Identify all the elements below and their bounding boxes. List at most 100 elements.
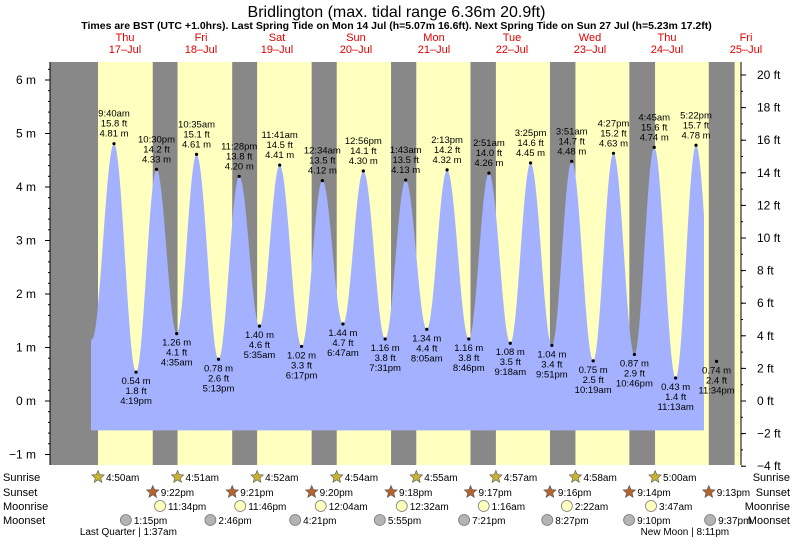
tide-ft-label: 15.7 ft (683, 120, 710, 131)
tide-ft-label: 3.8 ft (458, 353, 479, 364)
tide-point (299, 344, 304, 349)
moon-phase-label: New Moon | 8:11pm (641, 527, 730, 538)
day-label-date: 18–Jul (185, 44, 217, 56)
moonrise-time: 3:47am (659, 502, 692, 513)
sunrise-icon (409, 469, 424, 483)
tide-m-label: 0.75 m (579, 365, 608, 376)
sunset-time: 9:21pm (240, 488, 273, 499)
y-right-tick-label: 2 ft (757, 361, 774, 375)
tide-time-label: 10:30pm (138, 134, 175, 145)
tide-m-label: 1.08 m (496, 347, 525, 358)
tide-point (194, 152, 199, 156)
tide-point (237, 174, 241, 178)
y-right-tick-label: 0 ft (757, 394, 774, 408)
tide-ft-label: 14.2 ft (143, 144, 170, 155)
tide-point (361, 169, 365, 173)
day-label-dow: Mon (423, 32, 444, 44)
day-label-date: 21–Jul (418, 44, 450, 56)
tide-point (694, 143, 698, 147)
tide-m-label: 4.32 m (433, 155, 462, 166)
tide-time-label: 9:18am (494, 367, 526, 378)
sunrise-time: 4:52am (265, 473, 298, 484)
tide-time-label: 6:47am (327, 348, 359, 359)
tide-time-label: 12:34am (304, 146, 341, 157)
y-left-tick-label: 5 m (16, 127, 36, 141)
sunrise-time: 4:50am (106, 473, 139, 484)
tide-point (134, 370, 138, 374)
tide-ft-label: 15.6 ft (641, 122, 668, 133)
day-label-dow: Fri (740, 32, 753, 44)
tide-point (404, 178, 408, 182)
moonset-icon (119, 514, 132, 526)
row-label-left: Sunrise (3, 472, 40, 484)
sunrise-time: 4:57am (504, 473, 537, 484)
tide-ft-label: 15.2 ft (600, 128, 627, 139)
tide-time-label: 7:31pm (369, 363, 401, 374)
tide-time-label: 5:35am (244, 350, 276, 361)
day-labels: Thu17–JulFri18–JulSat19–JulSun20–JulMon2… (109, 32, 762, 56)
day-label-date: 23–Jul (574, 44, 606, 56)
tide-point (714, 359, 719, 364)
tide-time-label: 5:13pm (203, 383, 235, 394)
tide-m-label: 4.13 m (391, 165, 420, 176)
moonrise-icon (234, 500, 247, 512)
sunset-time: 9:16pm (558, 488, 591, 499)
tide-m-label: 4.41 m (265, 150, 294, 161)
sunset-time: 9:18pm (399, 488, 432, 499)
sunset-icon (543, 484, 557, 498)
tide-time-label: 5:22pm (680, 110, 712, 121)
sunrise-icon (488, 469, 503, 483)
moonrise-icon (314, 500, 327, 512)
tide-m-label: 4.63 m (599, 138, 628, 149)
y-left-tick-label: 3 m (16, 234, 36, 248)
tide-point (652, 145, 656, 150)
tide-m-label: 1.26 m (162, 338, 191, 349)
sunset-icon (145, 484, 160, 498)
moonrise-icon (645, 500, 657, 512)
moonset-icon (204, 514, 217, 526)
y-right-tick-label: 4 ft (757, 329, 774, 343)
daylight-band (734, 62, 741, 465)
tide-m-label: 4.30 m (349, 156, 378, 167)
tide-ft-label: 13.5 ft (392, 155, 419, 166)
tide-area (91, 143, 704, 431)
tide-m-label: 1.04 m (537, 349, 566, 360)
moonrise-time: 2:22am (575, 502, 608, 513)
sunrise-time: 5:00am (663, 473, 696, 484)
sunset-time: 9:13pm (717, 488, 750, 499)
sunset-icon (225, 484, 240, 498)
tide-ft-label: 1.8 ft (125, 386, 146, 397)
moonset-time: 1:15pm (134, 516, 167, 527)
day-label-dow: Sun (346, 32, 366, 44)
y-right-tick-label: 12 ft (757, 198, 781, 212)
row-label-right: Sunset (756, 487, 790, 499)
chart-title: Bridlington (max. tidal range 6.36m 20.9… (248, 4, 546, 21)
y-left-tick-label: 1 m (16, 341, 36, 355)
day-label-dow: Fri (195, 32, 208, 44)
y-right-tick-label: −4 ft (757, 459, 781, 473)
tide-time-label: 8:05am (411, 353, 443, 364)
tide-ft-label: 3.3 ft (291, 360, 312, 371)
tide-ft-label: 14.2 ft (434, 145, 461, 156)
moonset-icon (373, 514, 386, 526)
moonset-icon (289, 514, 302, 526)
tide-time-label: 9:40am (98, 109, 130, 120)
tide-time-label: 2:13pm (431, 135, 463, 146)
tide-time-label: 10:46pm (616, 378, 653, 389)
tide-m-label: 0.74 m (702, 365, 731, 376)
sunrise-time: 4:58am (583, 473, 616, 484)
sunrise-icon (91, 469, 105, 483)
tide-m-label: 4.78 m (681, 130, 710, 141)
tide-point (216, 357, 221, 361)
tide-ft-label: 13.5 ft (309, 156, 336, 167)
sun-moon-rows: Sunrise Sunrise Sunset Sunset Moonrise Moonri… (3, 469, 790, 538)
moonset-time: 9:37pm (718, 516, 751, 527)
tide-point (257, 324, 262, 328)
tide-ft-label: 1.4 ft (665, 392, 686, 403)
day-label-dow: Thu (116, 32, 135, 44)
tide-ft-label: 4.1 ft (166, 348, 187, 359)
y-right-tick-label: 16 ft (757, 133, 781, 147)
y-left-tick-label: 6 m (16, 73, 36, 87)
tide-time-label: 10:35am (178, 119, 215, 130)
